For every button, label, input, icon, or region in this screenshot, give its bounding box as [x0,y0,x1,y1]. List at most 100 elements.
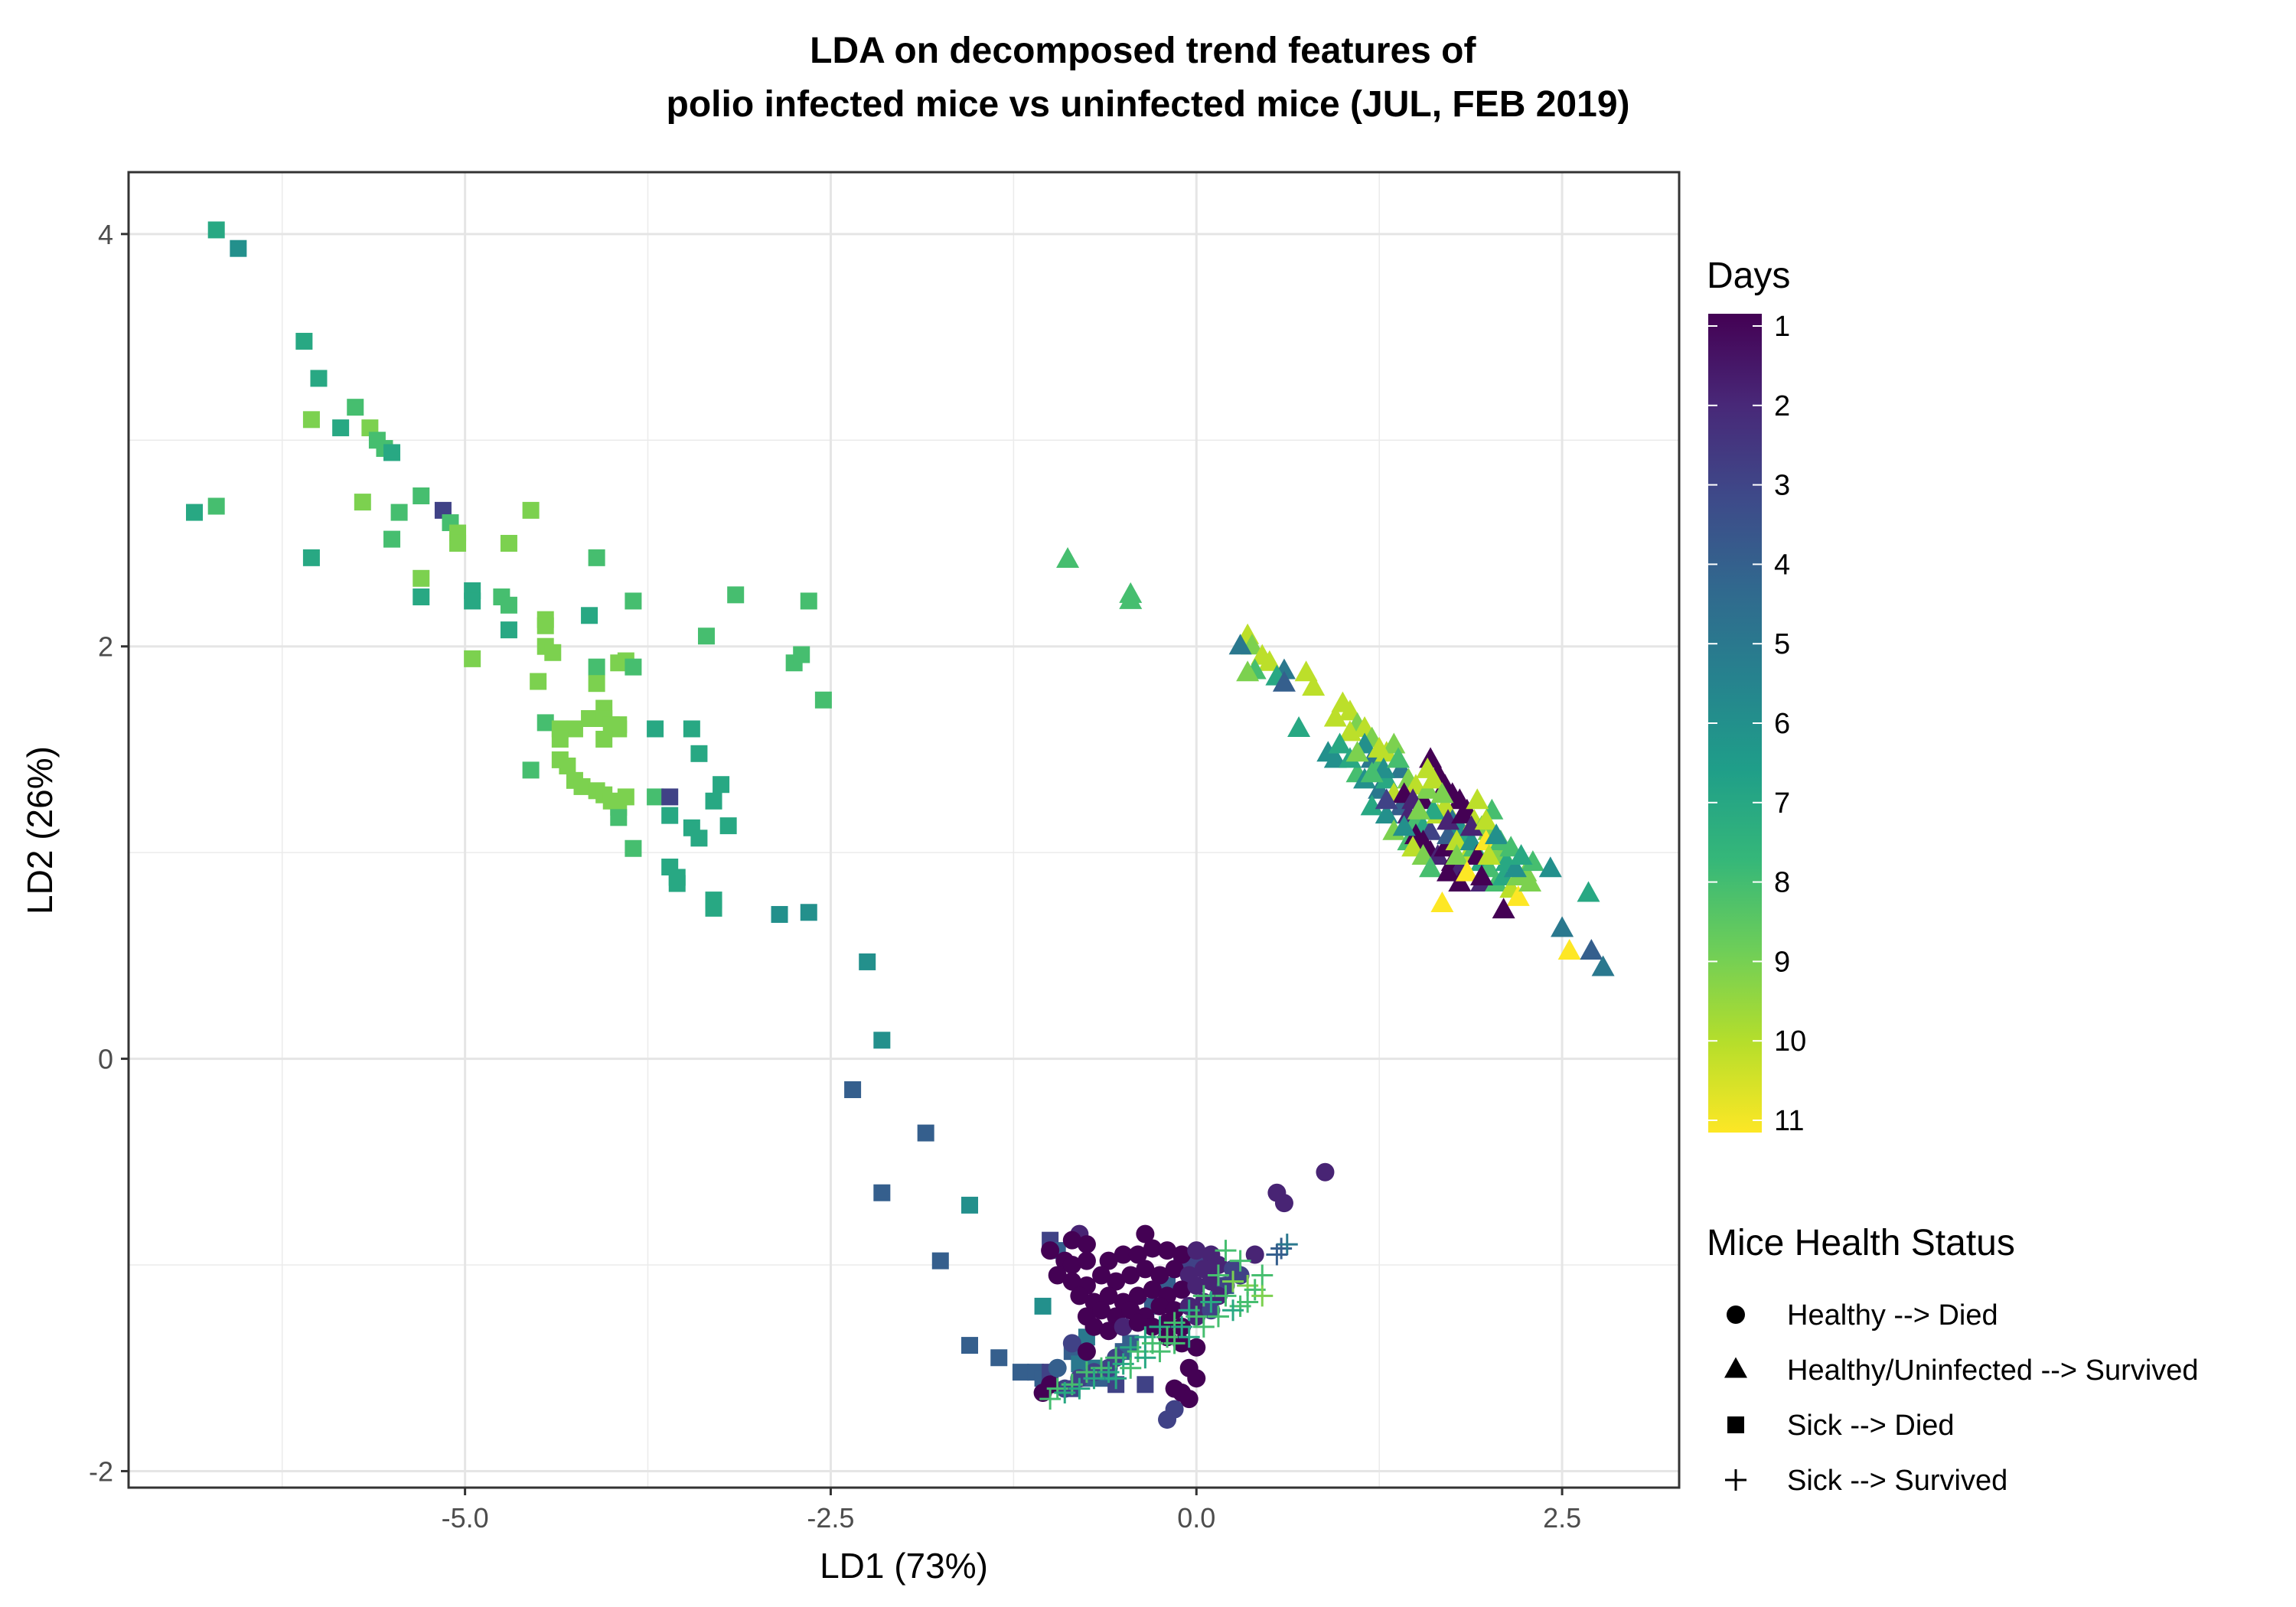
data-point-square [873,1032,891,1049]
colorbar-tick-label: 10 [1774,1025,1806,1058]
y-tick-label: -2 [89,1455,113,1487]
data-point-triangle [1228,634,1252,655]
colorbar-tick-label: 7 [1774,787,1790,820]
x-tick-label: 0.0 [1177,1502,1215,1534]
x-tick-label: -2.5 [807,1502,854,1534]
data-point-circle [1077,1342,1096,1361]
data-point-square [873,1184,891,1201]
data-point-triangle [1492,898,1515,919]
data-point-plus [1178,1326,1200,1348]
data-point-square [230,240,247,257]
data-point-square [588,658,605,676]
data-point-circle [1062,1231,1081,1250]
data-point-circle [1143,1239,1162,1258]
data-point-circle [1128,1286,1147,1305]
data-point-square [413,588,430,606]
data-point-circle [1187,1338,1206,1357]
data-point-square [595,730,613,748]
data-point-triangle [1451,803,1475,824]
legend-label-circle: Healthy --> Died [1787,1299,1998,1332]
colorbar-tick-label: 8 [1774,867,1790,899]
data-point-square [625,839,642,857]
data-point-plus [1251,1264,1274,1286]
data-point-triangle [1375,803,1398,824]
data-point-circle [1114,1245,1133,1264]
data-point-square [302,411,320,429]
data-point-triangle [1387,747,1411,768]
data-point-triangle [1580,938,1603,960]
data-points [186,221,1615,1429]
data-point-square [661,788,679,806]
data-point-square [536,617,554,634]
data-point-triangle [1591,955,1615,976]
data-point-triangle [1459,815,1483,836]
data-point-circle [1062,1272,1081,1291]
data-point-triangle [1407,798,1430,820]
data-point-square [588,675,605,693]
data-point-plus [1237,1291,1259,1313]
data-point-square [581,607,598,624]
data-point-circle [1187,1276,1206,1295]
colorbar-tick-label: 5 [1774,628,1790,660]
data-point-circle [1143,1280,1162,1299]
data-point-circle [1114,1317,1133,1336]
data-point-triangle [1437,860,1460,882]
data-point-triangle [1474,830,1498,851]
data-point-square [719,817,737,835]
data-point-triangle [1485,823,1508,845]
data-point-square [610,720,628,738]
health-status-legend: Mice Health Status Healthy --> DiedHealt… [1707,1223,2199,1497]
data-point-plus [1200,1291,1222,1313]
data-point-square [610,809,628,826]
data-point-circle [1316,1162,1335,1182]
series-triangle [1056,547,1615,976]
y-tick-label: 4 [98,219,113,250]
data-point-triangle [1421,768,1445,789]
data-point-circle [1158,1410,1177,1429]
legend-key-plus [1725,1469,1746,1491]
colorbar-tick-label: 1 [1774,311,1790,343]
data-point-triangle [1445,844,1469,865]
data-point-circle [1107,1272,1126,1291]
data-point-square [793,646,810,663]
data-point-square [302,549,320,566]
data-point-plus [1276,1234,1298,1256]
data-point-square [500,534,517,552]
data-point-circle [1187,1241,1206,1260]
days-colorbar-ticks: 1 2 3 4 5 6 7 8 9 10 11 [1708,311,1806,1137]
data-point-square [310,370,328,387]
data-point-triangle [1477,844,1501,865]
y-tick-label: 0 [98,1044,113,1075]
data-point-circle [1128,1313,1147,1332]
data-point-square [383,530,401,548]
legend-label-square: Sick --> Died [1787,1410,1955,1442]
legend-label-triangle: Healthy/Uninfected --> Survived [1787,1354,2199,1387]
data-point-circle [1202,1272,1221,1291]
data-point-square [661,807,679,824]
data-point-square [961,1337,979,1354]
data-point-circle [1077,1235,1096,1254]
data-point-triangle [1392,815,1416,836]
y-axis: -2 0 2 4 [89,219,129,1487]
data-point-plus [1215,1240,1237,1262]
data-point-square [500,596,517,614]
data-point-circle [1274,1194,1293,1213]
data-point-circle [1099,1322,1118,1341]
data-point-square [464,650,481,667]
data-point-square [536,714,554,732]
data-point-square [668,875,686,892]
x-axis: -5.0 -2.5 0.0 2.5 [442,1488,1581,1534]
data-point-triangle [1323,747,1347,768]
data-point-square [1034,1297,1052,1315]
data-point-triangle [1272,670,1296,692]
data-point-triangle [1430,891,1454,912]
data-point-triangle [1499,836,1523,857]
colorbar-tick-label: 4 [1774,549,1790,581]
data-point-triangle [1338,720,1362,742]
data-point-square [697,627,715,645]
data-point-triangle [1466,788,1489,810]
data-point-circle [1048,1358,1067,1377]
data-point-square [347,399,364,416]
data-point-circle [1099,1251,1118,1270]
data-point-plus [1149,1341,1171,1363]
